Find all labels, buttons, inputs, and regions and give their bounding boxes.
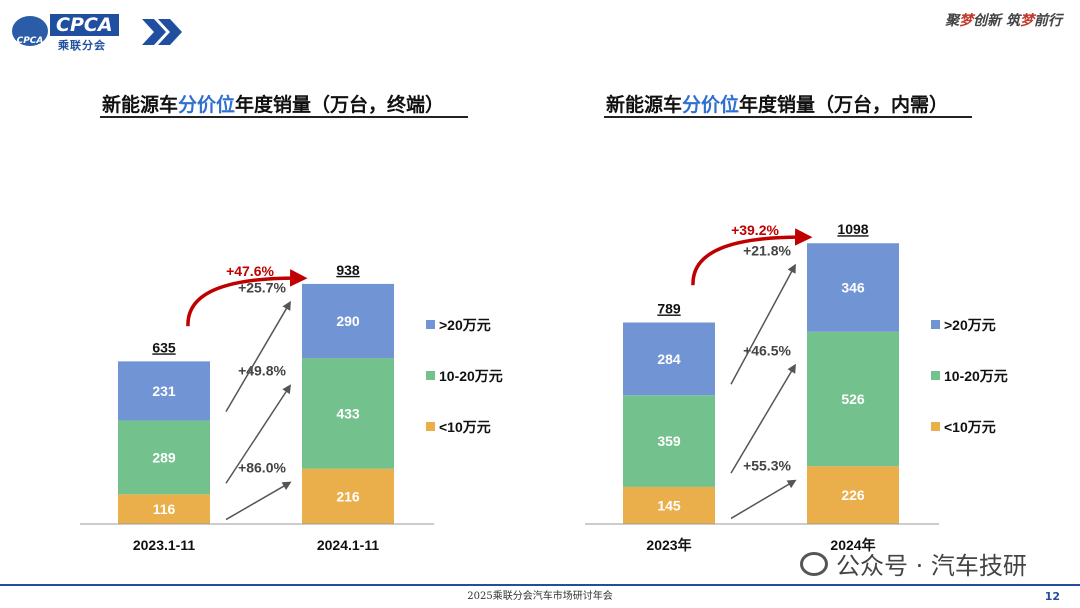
growth-arrow [225, 300, 291, 412]
segment-value-label: 290 [336, 313, 360, 329]
total-growth-label: +47.6% [226, 263, 274, 279]
logo-badge: CPCA [12, 16, 48, 46]
total-growth-label: +39.2% [731, 222, 779, 238]
bar-segment-low [302, 468, 394, 524]
chevron-right-icon [142, 19, 182, 45]
bar-segment-high [623, 322, 715, 396]
growth-arrow [730, 479, 797, 520]
legend-label: <10万元 [439, 419, 491, 435]
segment-value-label: 526 [841, 391, 865, 407]
bar-segment-low [118, 494, 210, 524]
legend-label: 10-20万元 [944, 368, 1008, 384]
chart-title-terminal: 新能源车分价位年度销量（万台，终端） [102, 94, 445, 116]
segment-value-label: 284 [657, 351, 681, 367]
segment-value-label: 231 [152, 383, 176, 399]
segment-growth-label: +25.7% [238, 279, 286, 295]
footer-divider [0, 584, 1080, 586]
slogan: 聚梦创新 筑梦前行 [945, 13, 1062, 29]
x-axis-tick-label: 2024年 [830, 537, 875, 553]
bar-segment-high [302, 283, 394, 359]
logo-text: CPCA [50, 14, 119, 36]
bar-segment-high [807, 243, 899, 332]
legend-label: 10-20万元 [439, 368, 503, 384]
chart-title-domestic: 新能源车分价位年度销量（万台，内需） [606, 94, 949, 116]
cpca-logo: CPCA CPCA 乘联分会 [12, 14, 182, 52]
segment-growth-label: +21.8% [743, 242, 791, 258]
segment-value-label: 116 [153, 501, 176, 517]
total-value-label: 938 [336, 262, 360, 278]
wechat-icon [800, 551, 828, 576]
segment-value-label: 216 [336, 488, 360, 504]
legend-label: >20万元 [439, 317, 491, 333]
bar-segment-mid [118, 420, 210, 495]
legend-label: <10万元 [944, 419, 996, 435]
segment-value-label: 346 [841, 279, 865, 295]
x-axis-tick-label: 2024.1-11 [317, 537, 379, 553]
bar-segment-mid [807, 331, 899, 467]
total-growth-arrow [691, 228, 813, 286]
legend-swatch [426, 371, 435, 380]
legend-swatch [931, 320, 940, 329]
growth-arrow [730, 363, 796, 474]
segment-growth-label: +55.3% [743, 458, 791, 474]
bar-segment-low [807, 466, 899, 524]
segment-value-label: 145 [657, 497, 681, 513]
segment-growth-label: +46.5% [743, 342, 791, 358]
total-value-label: 789 [657, 301, 681, 317]
stacked-bar-chart-domestic: 145 359 284 789 2023年 226 526 346 1098 2024年 +55.3… [585, 221, 1008, 553]
x-axis-tick-label: 2023.1-11 [133, 537, 195, 553]
total-value-label: 1098 [837, 221, 868, 237]
legend-swatch [931, 371, 940, 380]
bar-segment-mid [623, 395, 715, 487]
bar-segment-mid [302, 358, 394, 469]
bar-segment-high [118, 361, 210, 421]
segment-value-label: 226 [841, 487, 865, 503]
segment-value-label: 433 [336, 405, 360, 421]
legend-swatch [426, 422, 435, 431]
legend-swatch [426, 320, 435, 329]
growth-arrow [730, 263, 796, 385]
legend-label: >20万元 [944, 317, 996, 333]
total-value-label: 635 [152, 339, 176, 355]
segment-growth-label: +86.0% [238, 460, 286, 476]
segment-value-label: 359 [657, 433, 681, 449]
legend-swatch [931, 422, 940, 431]
wechat-watermark: 公众号 · 汽车技研 [800, 546, 1027, 581]
stacked-bar-chart-terminal: 116 289 231 635 2023.1-11 216 433 290 938 2024.1-… [80, 262, 503, 553]
title-underline [604, 116, 972, 118]
title-underline [100, 116, 468, 118]
growth-arrow [225, 481, 292, 521]
x-axis-tick-label: 2023年 [646, 537, 691, 553]
bar-segment-low [623, 486, 715, 524]
page-number: 12 [1044, 590, 1060, 603]
segment-value-label: 289 [152, 449, 176, 465]
total-growth-arrow [186, 269, 308, 327]
growth-arrow [225, 384, 291, 484]
logo-chinese-name: 乘联分会 [58, 39, 106, 52]
footer-event-name: 2025乘联分会汽车市场研讨年会 [467, 591, 613, 602]
segment-growth-label: +49.8% [238, 363, 286, 379]
